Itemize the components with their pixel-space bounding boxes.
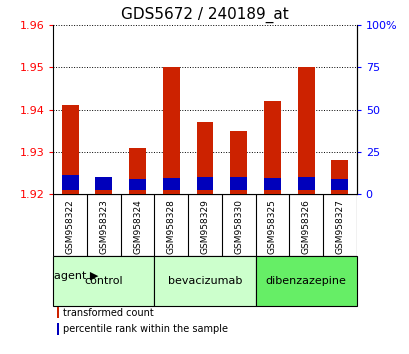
Text: GSM958329: GSM958329 — [200, 199, 209, 254]
Bar — [95, 177, 112, 190]
Text: GSM958324: GSM958324 — [133, 199, 142, 254]
Bar — [56, 323, 59, 335]
Bar — [162, 67, 179, 194]
Text: GSM958325: GSM958325 — [267, 199, 276, 254]
Bar — [330, 160, 347, 194]
Bar — [129, 148, 146, 194]
Bar — [263, 178, 280, 190]
Text: dibenzazepine: dibenzazepine — [265, 276, 346, 286]
Bar — [53, 257, 154, 306]
Text: GSM958330: GSM958330 — [234, 199, 243, 254]
Bar — [56, 307, 59, 319]
Bar — [62, 175, 79, 190]
Text: transformed count: transformed count — [63, 308, 153, 318]
Text: percentile rank within the sample: percentile rank within the sample — [63, 324, 227, 334]
Bar — [263, 101, 280, 194]
Bar — [62, 105, 79, 194]
Title: GDS5672 / 240189_at: GDS5672 / 240189_at — [121, 7, 288, 23]
Text: GSM958328: GSM958328 — [166, 199, 175, 254]
Bar — [196, 177, 213, 190]
Bar — [129, 179, 146, 190]
Bar — [255, 257, 356, 306]
Text: GSM958326: GSM958326 — [301, 199, 310, 254]
Bar — [330, 179, 347, 190]
Bar — [230, 177, 247, 190]
Text: control: control — [84, 276, 123, 286]
Bar — [297, 67, 314, 194]
Bar — [162, 178, 179, 190]
Bar — [297, 177, 314, 190]
Bar — [95, 182, 112, 194]
Bar — [230, 131, 247, 194]
Text: GSM958322: GSM958322 — [65, 199, 74, 254]
Text: bevacizumab: bevacizumab — [167, 276, 242, 286]
Bar — [154, 257, 255, 306]
Text: GSM958323: GSM958323 — [99, 199, 108, 254]
Text: agent ▶: agent ▶ — [54, 272, 98, 281]
Text: GSM958327: GSM958327 — [335, 199, 344, 254]
Bar — [196, 122, 213, 194]
